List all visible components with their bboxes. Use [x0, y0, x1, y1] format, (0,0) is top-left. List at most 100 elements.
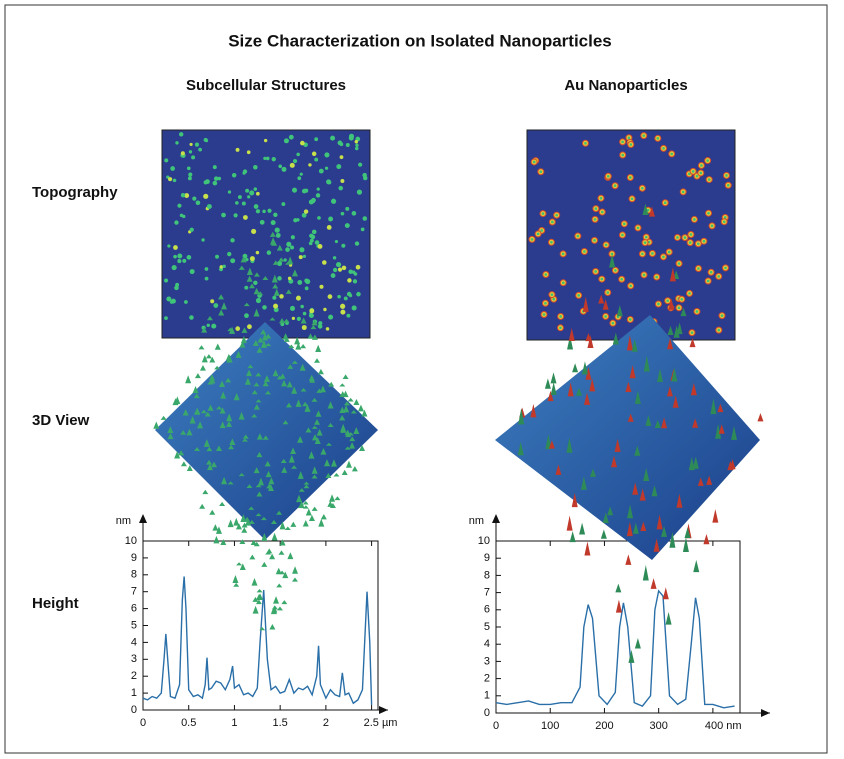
peak	[311, 334, 318, 340]
peak	[297, 436, 304, 443]
peak	[253, 382, 260, 387]
peak	[281, 466, 288, 473]
particle	[621, 233, 624, 237]
particle	[298, 255, 303, 260]
peak	[246, 267, 253, 276]
peak	[279, 373, 286, 379]
peak	[634, 390, 641, 404]
particle	[180, 192, 186, 198]
particle	[270, 220, 276, 226]
particle	[297, 176, 302, 181]
particle	[689, 233, 693, 236]
particle	[279, 294, 284, 299]
particle	[249, 256, 255, 262]
peak	[300, 343, 307, 349]
peak	[612, 332, 619, 345]
particle	[173, 245, 178, 250]
particle	[285, 247, 290, 252]
peak	[316, 428, 323, 436]
peak	[249, 554, 256, 560]
peak	[325, 442, 332, 446]
peak	[178, 450, 185, 456]
peak	[668, 298, 675, 310]
particle	[204, 138, 209, 143]
peak	[518, 408, 525, 425]
peak	[607, 506, 614, 516]
particle	[237, 195, 242, 200]
peak	[571, 492, 578, 508]
y-tick-label: 7	[131, 586, 137, 598]
particle	[348, 135, 354, 141]
peak	[275, 567, 282, 575]
particle	[629, 176, 632, 179]
particle	[281, 202, 286, 207]
peak	[688, 456, 695, 471]
particle	[709, 270, 713, 274]
particle	[262, 209, 266, 214]
peak	[339, 383, 346, 387]
particle	[628, 318, 632, 321]
particle	[317, 216, 321, 220]
particle	[287, 276, 292, 281]
particle	[641, 186, 644, 190]
peak	[208, 374, 215, 381]
particle	[255, 250, 260, 255]
peak	[666, 386, 673, 397]
peak	[220, 391, 227, 399]
peak	[256, 433, 263, 440]
particle	[552, 297, 556, 301]
particle	[317, 244, 323, 249]
peak	[334, 496, 341, 501]
particle	[690, 331, 694, 334]
particle	[662, 147, 665, 150]
peak	[265, 551, 272, 555]
particle	[338, 185, 344, 191]
peak	[255, 599, 262, 605]
peak	[690, 382, 697, 396]
y-tick-label: 5	[484, 621, 490, 633]
particle	[316, 187, 320, 191]
particle	[611, 321, 615, 325]
y-tick-label: 5	[131, 619, 137, 631]
particle	[241, 201, 246, 206]
particle	[340, 309, 346, 315]
peak	[302, 519, 309, 527]
peak	[317, 368, 324, 375]
peak	[303, 484, 310, 489]
particle	[620, 277, 624, 281]
particle	[707, 178, 711, 181]
peak	[662, 587, 669, 600]
peak	[589, 378, 596, 392]
particle	[662, 255, 665, 259]
particle	[576, 234, 580, 238]
particle	[680, 297, 684, 301]
particle	[189, 227, 194, 232]
peak	[210, 461, 217, 468]
peak	[240, 256, 247, 263]
particle	[271, 157, 276, 162]
particle	[221, 212, 226, 218]
peak	[167, 433, 174, 440]
particle	[651, 252, 654, 255]
peak	[731, 426, 738, 440]
particle	[206, 323, 210, 327]
peak	[349, 442, 356, 449]
particle	[362, 216, 368, 221]
peak	[703, 533, 710, 545]
peak	[194, 447, 201, 452]
peak	[692, 418, 699, 428]
peak	[634, 445, 641, 456]
particle	[314, 240, 320, 245]
peak	[227, 481, 234, 485]
particle	[584, 142, 587, 145]
particle	[291, 316, 296, 321]
peak	[692, 456, 699, 469]
peak	[305, 427, 312, 433]
peak	[265, 470, 272, 478]
peak	[327, 501, 334, 507]
particle	[301, 212, 307, 218]
particle	[296, 152, 300, 157]
particle	[204, 276, 209, 281]
peak	[279, 317, 286, 324]
y-tick-label: 1	[131, 687, 137, 699]
